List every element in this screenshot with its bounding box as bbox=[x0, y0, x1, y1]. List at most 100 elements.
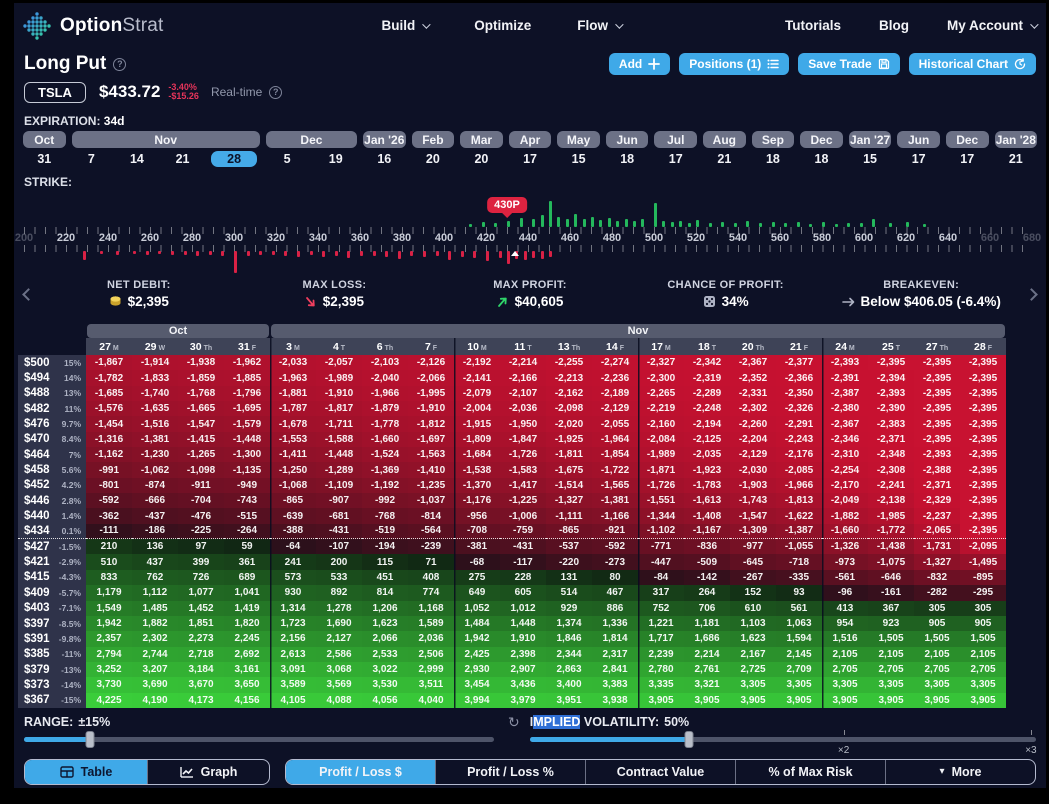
volume-bar-red bbox=[334, 251, 338, 256]
row-label: $446 2.8% bbox=[18, 493, 86, 509]
button-save-trade[interactable]: Save Trade bbox=[798, 53, 900, 75]
pnl-cell: 2,744 bbox=[132, 646, 178, 662]
expiration-month-pill[interactable]: Jul bbox=[654, 131, 698, 148]
tab-contract-value[interactable]: Contract Value bbox=[585, 759, 735, 784]
expiration-day[interactable]: 16 bbox=[377, 151, 392, 166]
pnl-cell: -814 bbox=[408, 508, 454, 524]
range-slider-handle[interactable] bbox=[85, 730, 95, 748]
expiration-day[interactable]: 15 bbox=[571, 151, 586, 166]
range-slider[interactable] bbox=[24, 730, 494, 748]
expiration-day[interactable]: 20 bbox=[425, 151, 440, 166]
expiration-month-pill[interactable]: Jan '27 bbox=[848, 131, 892, 148]
pnl-cell: 2,357 bbox=[86, 631, 132, 647]
expiration-day[interactable]: 18 bbox=[765, 151, 780, 166]
nav-item-flow[interactable]: Flow bbox=[577, 18, 624, 33]
expiration-month-pill[interactable]: Jan '28 bbox=[994, 131, 1038, 148]
tab-profit-loss-percent[interactable]: Profit / Loss % bbox=[435, 759, 585, 784]
tab-table[interactable]: Table bbox=[25, 759, 147, 784]
pnl-cell: -768 bbox=[362, 508, 408, 524]
volume-bar-red bbox=[133, 251, 137, 254]
expiration-month-pill[interactable]: Dec bbox=[945, 131, 989, 148]
expiration-month-pill[interactable]: Aug bbox=[703, 131, 746, 148]
tab-more[interactable]: ▾ More bbox=[885, 759, 1035, 784]
button-positions-1-[interactable]: Positions (1) bbox=[679, 53, 790, 75]
stats-prev-chevron-icon[interactable] bbox=[22, 287, 35, 301]
column-weekday: M bbox=[294, 345, 300, 352]
expiration-day[interactable]: 7 bbox=[87, 151, 95, 166]
strike-ticks-bottom bbox=[24, 245, 1032, 252]
stats-next-chevron-icon[interactable] bbox=[1025, 287, 1038, 301]
pnl-cell: -84 bbox=[638, 569, 684, 586]
expiration-day[interactable]: 17 bbox=[668, 151, 683, 166]
expiration-day[interactable]: 21 bbox=[1008, 151, 1023, 166]
expiration-group-nov: Nov 7 14 21 28 bbox=[69, 131, 263, 169]
realtime-help-icon[interactable]: ? bbox=[269, 85, 283, 99]
expiration-day[interactable]: 18 bbox=[620, 151, 635, 166]
expiration-day[interactable]: 15 bbox=[863, 151, 878, 166]
expiration-month-pill[interactable]: Dec bbox=[265, 131, 357, 148]
expiration-month-pill[interactable]: Jan '26 bbox=[363, 131, 406, 148]
strike-ruler[interactable]: 200 220 240 260 280 300 320 340 360 380 400 420 440 4… bbox=[15, 189, 1041, 273]
nav-item-build[interactable]: Build bbox=[382, 18, 431, 33]
button-historical-chart[interactable]: Historical Chart bbox=[908, 53, 1036, 75]
view-tab-group: Table Graph bbox=[24, 758, 270, 785]
pnl-cell: 1,206 bbox=[362, 600, 408, 616]
iv-slider-handle[interactable] bbox=[684, 730, 694, 748]
pnl-cell: -1,847 bbox=[500, 431, 546, 448]
reset-icon[interactable]: ↻ bbox=[508, 713, 520, 730]
pnl-cell: -1,068 bbox=[270, 477, 316, 494]
expiration-day[interactable]: 17 bbox=[960, 151, 975, 166]
column-day: 3 bbox=[286, 341, 292, 353]
strike-badge[interactable]: 430P bbox=[487, 197, 527, 213]
pnl-cell: 3,207 bbox=[132, 661, 178, 678]
expiration-day[interactable]: 21 bbox=[717, 151, 732, 166]
pnl-cell: -515 bbox=[224, 508, 270, 524]
expiration-month-pill[interactable]: Nov bbox=[71, 131, 260, 148]
nav-item-tutorials[interactable]: Tutorials bbox=[785, 18, 841, 33]
expiration-month-pill[interactable]: Mar bbox=[460, 131, 503, 148]
nav-item-blog[interactable]: Blog bbox=[879, 18, 909, 33]
tab-graph[interactable]: Graph bbox=[147, 759, 269, 784]
expiration-day[interactable]: 14 bbox=[129, 151, 144, 166]
expiration-month-pill[interactable]: Dec bbox=[800, 131, 843, 148]
pnl-cell: -759 bbox=[500, 523, 546, 540]
pnl-cell: 1,505 bbox=[914, 631, 960, 647]
expiration-month-pill[interactable]: Sep bbox=[751, 131, 795, 148]
strategy-help-icon[interactable]: ? bbox=[113, 57, 127, 71]
expiration-day[interactable]: 17 bbox=[911, 151, 926, 166]
pnl-cell: 1,452 bbox=[178, 600, 224, 616]
ticker-input[interactable]: TSLA bbox=[24, 81, 86, 103]
pnl-cell: -1,963 bbox=[270, 370, 316, 386]
expiration-month-pill[interactable]: Feb bbox=[411, 131, 455, 148]
pnl-cell: 2,145 bbox=[776, 646, 822, 662]
pnl-cell: -1,726 bbox=[638, 477, 684, 494]
nav-item-optimize[interactable]: Optimize bbox=[474, 18, 531, 33]
expiration-month-pill[interactable]: Jun bbox=[605, 131, 649, 148]
expiration-month-pill[interactable]: Apr bbox=[508, 131, 552, 148]
expiration-month-pill[interactable]: Jun bbox=[897, 131, 940, 148]
pnl-cell: 2,344 bbox=[546, 646, 592, 662]
expiration-day[interactable]: 18 bbox=[814, 151, 829, 166]
expiration-day[interactable]: 17 bbox=[523, 151, 537, 166]
volume-bar-red bbox=[540, 251, 544, 259]
button-add[interactable]: Add bbox=[608, 53, 671, 75]
optionstrat-logo[interactable]: OptionStrat bbox=[22, 11, 164, 41]
expiration-day-selected[interactable]: 28 bbox=[211, 150, 257, 167]
expiration-day[interactable]: 5 bbox=[283, 151, 291, 166]
expiration-group-feb: Feb 20 bbox=[409, 131, 458, 169]
tab-percent-max-risk[interactable]: % of Max Risk bbox=[735, 759, 885, 784]
volume-bar-red bbox=[385, 251, 389, 257]
expiration-day[interactable]: 21 bbox=[175, 151, 190, 166]
stats-bar: NET DEBIT: $2,395 MAX LOSS: $2,395 MAX P… bbox=[14, 269, 1046, 319]
expiration-month-pill[interactable]: May bbox=[557, 131, 600, 148]
expiration-day[interactable]: 19 bbox=[328, 151, 343, 166]
expiration-month-pill[interactable]: Oct bbox=[23, 131, 66, 148]
expiration-day[interactable]: 20 bbox=[474, 151, 489, 166]
tab-profit-loss-dollar[interactable]: Profit / Loss $ bbox=[286, 759, 435, 784]
implied-volatility-slider[interactable]: ×2 ×3 bbox=[529, 729, 1037, 756]
pnl-cell: 2,705 bbox=[868, 661, 914, 678]
column-header: 24 M bbox=[822, 338, 868, 355]
expiration-day[interactable]: 31 bbox=[37, 151, 52, 166]
nav-item-my-account[interactable]: My Account bbox=[947, 18, 1039, 33]
volume-bar-red bbox=[82, 251, 86, 260]
